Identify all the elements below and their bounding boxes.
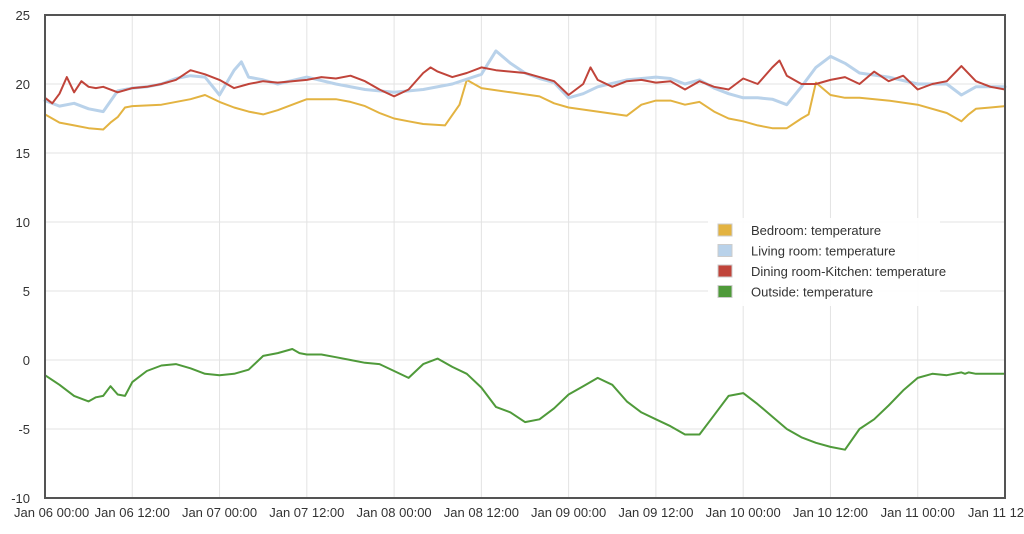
x-tick-label: Jan 06 00:00 bbox=[14, 505, 89, 520]
x-tick-label: Jan 10 12:00 bbox=[793, 505, 868, 520]
series-line-2 bbox=[44, 59, 1006, 105]
legend: Bedroom: temperature Living room: tempera… bbox=[708, 218, 946, 306]
y-tick-label: -5 bbox=[18, 422, 30, 437]
plot-frame bbox=[44, 14, 1006, 499]
series-line-0 bbox=[44, 78, 1006, 131]
x-tick-label: Jan 06 12:00 bbox=[95, 505, 170, 520]
series-line-1 bbox=[43, 49, 1007, 114]
legend-swatch bbox=[717, 223, 733, 237]
x-tick-label: Jan 08 12:00 bbox=[444, 505, 519, 520]
y-tick-label: 10 bbox=[16, 215, 30, 230]
x-tick-label: Jan 07 00:00 bbox=[182, 505, 257, 520]
y-tick-label: 15 bbox=[16, 146, 30, 161]
y-axis-ticks: 25 20 15 10 5 0 -5 -10 bbox=[11, 8, 30, 506]
x-tick-label: Jan 07 12:00 bbox=[269, 505, 344, 520]
series-line-3 bbox=[44, 348, 1006, 451]
legend-label: Bedroom: temperature bbox=[751, 223, 881, 238]
legend-swatch bbox=[717, 264, 733, 278]
legend-swatch bbox=[717, 244, 733, 257]
series-lines bbox=[43, 49, 1007, 451]
x-axis-ticks: Jan 06 00:00 Jan 06 12:00 Jan 07 00:00 Jan … bbox=[14, 505, 1024, 520]
legend-swatch bbox=[717, 285, 733, 298]
y-tick-label: -10 bbox=[11, 491, 30, 506]
x-tick-label: Jan 09 00:00 bbox=[531, 505, 606, 520]
y-tick-label: 25 bbox=[16, 8, 30, 23]
x-tick-label: Jan 08 00:00 bbox=[356, 505, 431, 520]
legend-label: Outside: temperature bbox=[751, 285, 873, 300]
y-tick-label: 20 bbox=[16, 77, 30, 92]
y-tick-label: 5 bbox=[23, 284, 30, 299]
x-tick-label: Jan 11 12:00 bbox=[968, 505, 1024, 520]
legend-label: Living room: temperature bbox=[751, 244, 896, 259]
x-tick-label: Jan 10 00:00 bbox=[706, 505, 781, 520]
legend-background bbox=[708, 218, 940, 306]
x-tick-label: Jan 11 00:00 bbox=[881, 505, 955, 520]
y-tick-label: 0 bbox=[23, 353, 30, 368]
legend-label: Dining room-Kitchen: temperature bbox=[751, 264, 946, 279]
x-tick-label: Jan 09 12:00 bbox=[618, 505, 693, 520]
